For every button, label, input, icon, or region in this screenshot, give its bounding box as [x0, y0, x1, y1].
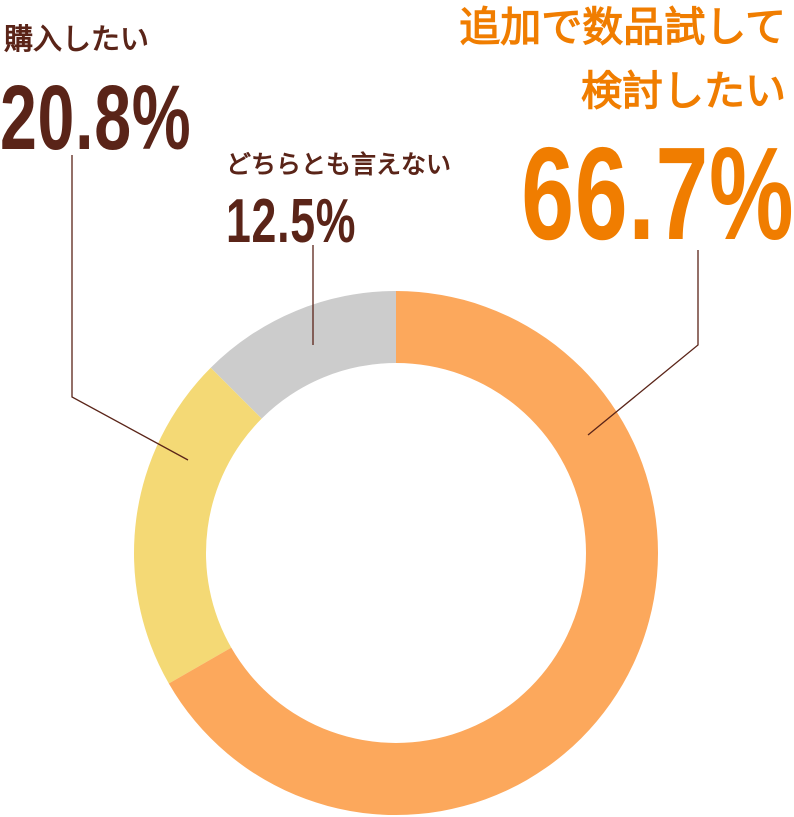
donut-segment: [210, 291, 396, 419]
leader-line: [71, 155, 189, 461]
value-label: 66.7%: [520, 120, 794, 267]
leader-lines: [71, 155, 699, 461]
donut-segment: [168, 291, 659, 815]
value-label: 20.8%: [0, 67, 192, 169]
category-label: 追加で数品試して 検討したい: [459, 4, 786, 114]
donut-segment: [134, 367, 262, 684]
leader-line: [587, 250, 699, 436]
category-label: どちらとも言えない: [226, 151, 452, 179]
value-label: 12.5%: [226, 187, 357, 256]
category-label: 購入したい: [4, 24, 150, 56]
